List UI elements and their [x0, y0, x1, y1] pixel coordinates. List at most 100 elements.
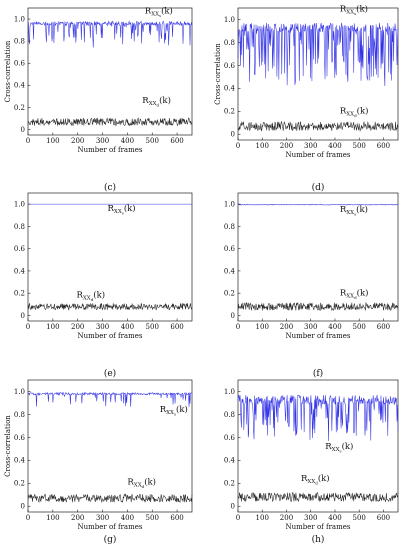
- x-tick-label: 200: [280, 142, 293, 150]
- y-tick-label: 1.0: [14, 201, 25, 209]
- x-tick-label: 500: [353, 323, 366, 331]
- y-tick-label: 0.4: [14, 82, 26, 90]
- y-tick-label: 0: [231, 131, 235, 139]
- x-tick-label: 300: [96, 514, 109, 522]
- y-tick-label: 0.8: [224, 411, 235, 419]
- chart-panel: RXXs(k) RXXd(k) 0 100 200 300 400 500 600 0 0.2 0.4…: [4, 379, 193, 545]
- series-line: [27, 302, 193, 311]
- x-axis-label: Number of frames: [78, 523, 143, 531]
- x-tick-label: 400: [328, 142, 341, 150]
- y-tick-label: 0.8: [14, 411, 25, 419]
- x-tick-label: 300: [304, 323, 317, 331]
- chart-panel: RXXs(k) RXXd(k) 0 100 200 300 400 500 600 0 0.2 0.4…: [4, 6, 193, 193]
- y-tick-label: 0.2: [14, 104, 25, 112]
- plot-frame: [237, 7, 399, 141]
- x-tick-label: 200: [71, 137, 84, 145]
- y-tick-label: 0.4: [224, 457, 236, 465]
- plot-frame: [27, 192, 193, 322]
- series-line: [237, 120, 399, 132]
- panel-label: (f): [313, 368, 323, 379]
- x-tick-label: 300: [304, 142, 317, 150]
- series-line: [237, 301, 399, 312]
- x-tick-label: 200: [71, 323, 84, 331]
- y-axis-label: Cross-correlation: [4, 415, 12, 477]
- series-line: [27, 493, 193, 503]
- series-line: [27, 391, 193, 407]
- series-line: [27, 117, 193, 127]
- series-name-label: RXXs(k): [325, 441, 353, 454]
- x-tick-label: 300: [96, 323, 109, 331]
- chart-panel: RXXs(k) RXXd(k) 0 100 200 300 400 500 600 0 0.2 0.4…: [224, 192, 399, 379]
- series-name-label: RXXs(k): [145, 6, 173, 19]
- series-line: [237, 22, 399, 87]
- y-tick-label: 0: [21, 503, 25, 511]
- x-tick-label: 400: [121, 514, 134, 522]
- y-axis-label: Cross-correlation: [214, 43, 222, 105]
- y-tick-label: 0.2: [14, 480, 25, 488]
- y-tick-label: 0.8: [224, 223, 235, 231]
- x-tick-label: 200: [280, 323, 293, 331]
- x-axis-label: Number of frames: [286, 151, 351, 159]
- panel-label: (c): [104, 182, 116, 193]
- y-tick-label: 0: [21, 126, 25, 134]
- x-tick-label: 0: [26, 137, 30, 145]
- y-tick-label: 0.4: [224, 267, 236, 275]
- y-axis-label: Cross-correlation: [4, 40, 12, 102]
- x-tick-label: 500: [353, 142, 366, 150]
- panel-label: (g): [104, 534, 117, 545]
- y-tick-label: 1.0: [224, 201, 235, 209]
- x-tick-label: 500: [146, 514, 159, 522]
- x-tick-label: 600: [377, 323, 390, 331]
- series-name-label: RXXd(k): [127, 476, 156, 489]
- y-tick-label: 0.8: [14, 38, 25, 46]
- x-tick-label: 0: [236, 323, 240, 331]
- y-tick-label: 0.4: [224, 85, 236, 93]
- series-name-label: RXXs(k): [340, 204, 368, 217]
- y-tick-label: 0.6: [14, 434, 26, 442]
- x-tick-label: 600: [377, 142, 390, 150]
- panel-label: (h): [312, 534, 325, 545]
- x-axis-label: Number of frames: [78, 332, 143, 340]
- series-name-label: RXXs(k): [340, 3, 368, 16]
- plot-frame: [27, 7, 193, 136]
- y-tick-label: 0.4: [14, 267, 26, 275]
- x-tick-label: 400: [328, 323, 341, 331]
- x-tick-label: 600: [170, 137, 183, 145]
- y-tick-label: 0: [231, 312, 235, 320]
- series-line: [237, 491, 399, 503]
- series-name-label: RXXd(k): [76, 290, 105, 303]
- x-tick-label: 100: [46, 323, 59, 331]
- y-tick-label: 0.6: [14, 245, 26, 253]
- x-tick-label: 200: [280, 514, 293, 522]
- plot-frame: [237, 379, 399, 513]
- chart-panel: RXXs(k) RXXd(k) 0 100 200 300 400 500 600 0 0.2 0.4…: [224, 379, 399, 545]
- x-tick-label: 500: [146, 323, 159, 331]
- plot-frame: [27, 379, 193, 513]
- y-tick-label: 1.0: [14, 388, 25, 396]
- series-name-label: RXXs(k): [108, 203, 136, 216]
- y-tick-label: 0.2: [224, 108, 235, 116]
- x-tick-label: 0: [26, 323, 30, 331]
- y-tick-label: 1.0: [224, 16, 235, 24]
- series-name-label: RXXd(k): [340, 287, 369, 300]
- series-name-label: RXXd(k): [340, 106, 369, 119]
- y-tick-label: 0.6: [224, 245, 236, 253]
- series-name-label: RXXd(k): [301, 473, 330, 486]
- x-axis-label: Number of frames: [78, 146, 143, 154]
- y-tick-label: 0.8: [14, 223, 25, 231]
- chart-panel: RXXs(k) RXXd(k) 0 100 200 300 400 500 600 0 0.2 0.4…: [14, 192, 193, 379]
- y-tick-label: 0.8: [224, 39, 235, 47]
- y-tick-label: 0.6: [224, 62, 236, 70]
- x-tick-label: 500: [353, 514, 366, 522]
- x-axis-label: Number of frames: [286, 332, 351, 340]
- x-axis-label: Number of frames: [286, 523, 351, 531]
- x-tick-label: 300: [304, 514, 317, 522]
- x-tick-label: 100: [46, 514, 59, 522]
- series-name-label: RXXs(k): [160, 404, 188, 417]
- y-tick-label: 0.6: [14, 60, 26, 68]
- x-tick-label: 600: [170, 323, 183, 331]
- y-tick-label: 0.6: [224, 434, 236, 442]
- series-line: [27, 20, 193, 48]
- y-tick-label: 0.2: [14, 290, 25, 298]
- y-tick-label: 0: [231, 503, 235, 511]
